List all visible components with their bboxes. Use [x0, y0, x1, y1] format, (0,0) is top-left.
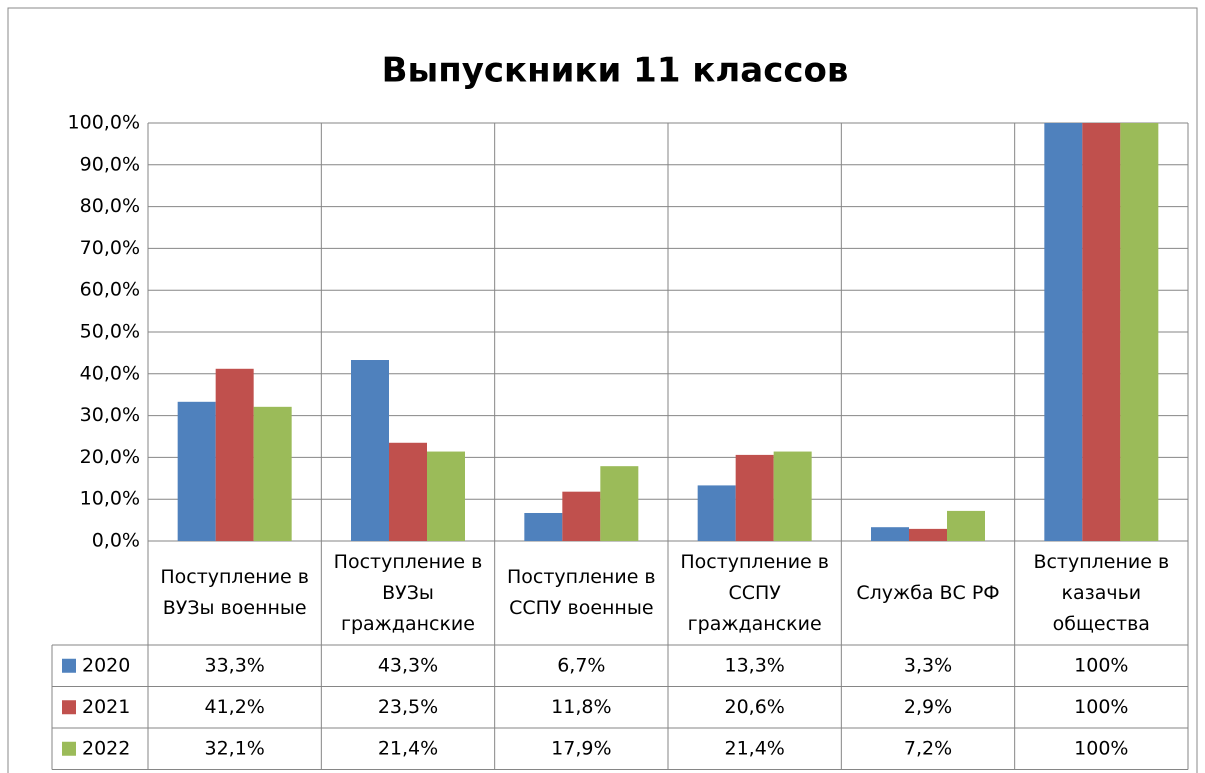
bar	[562, 491, 601, 541]
data-label: 7,2%	[904, 737, 952, 759]
data-label: 23,5%	[378, 696, 438, 718]
y-tick-label: 40,0%	[80, 362, 140, 384]
bar	[253, 406, 292, 541]
y-tick-label: 20,0%	[80, 446, 140, 468]
chart-border	[7, 7, 1198, 773]
bar	[1044, 123, 1083, 541]
x-tick-label: Служба ВС РФ	[856, 581, 1000, 604]
x-tick-label: Вступление в казачьи общества	[1033, 550, 1170, 635]
x-tick-label: Поступление в ССПУ военные	[507, 566, 656, 619]
data-label: 33,3%	[204, 654, 264, 676]
data-label: 32,1%	[204, 737, 264, 759]
legend-label: 2022	[82, 737, 130, 759]
y-tick-label: 100,0%	[68, 112, 140, 134]
legend-swatch	[62, 741, 76, 756]
data-label: 2,9%	[904, 696, 952, 718]
bar	[947, 510, 985, 541]
bar	[909, 528, 947, 541]
data-label: 20,6%	[724, 696, 784, 718]
legend-swatch	[62, 658, 76, 673]
bar	[697, 485, 736, 541]
x-tick-label: Поступление в ВУЗы военные	[160, 566, 309, 619]
data-label: 13,3%	[724, 654, 784, 676]
x-tick-label: Поступление в ССПУ гражданские	[680, 550, 829, 635]
y-tick-label: 60,0%	[80, 279, 140, 301]
y-tick-label: 50,0%	[80, 321, 140, 343]
x-tick-label: Поступление в ВУЗы гражданские	[333, 550, 483, 635]
data-label: 17,9%	[551, 737, 611, 759]
data-label: 21,4%	[378, 737, 438, 759]
bar	[177, 401, 216, 541]
y-tick-label: 0,0%	[92, 530, 140, 552]
legend-label: 2021	[82, 696, 130, 718]
bar	[600, 466, 639, 541]
bar	[524, 512, 563, 541]
data-label: 100%	[1074, 696, 1128, 718]
data-label: 21,4%	[724, 737, 784, 759]
bar	[1082, 123, 1121, 541]
chart-title: Выпускники 11 классов	[382, 51, 849, 91]
y-tick-label: 30,0%	[80, 404, 140, 426]
bar	[871, 527, 909, 541]
data-label: 100%	[1074, 654, 1128, 676]
bar	[1120, 123, 1159, 541]
bar	[389, 442, 427, 541]
data-label: 3,3%	[904, 654, 952, 676]
bar	[735, 454, 774, 541]
data-label: 6,7%	[557, 654, 605, 676]
data-label: 43,3%	[378, 654, 438, 676]
bar	[215, 368, 254, 541]
legend-swatch	[62, 700, 76, 715]
y-tick-label: 90,0%	[80, 153, 140, 175]
y-tick-label: 70,0%	[80, 237, 140, 259]
bar	[351, 360, 389, 541]
data-label: 41,2%	[204, 696, 264, 718]
legend-label: 2020	[82, 654, 130, 676]
data-label: 100%	[1074, 737, 1128, 759]
y-tick-label: 80,0%	[80, 195, 140, 217]
data-label: 11,8%	[551, 696, 611, 718]
bar	[773, 451, 812, 541]
bar	[427, 451, 465, 541]
y-tick-label: 10,0%	[80, 488, 140, 510]
